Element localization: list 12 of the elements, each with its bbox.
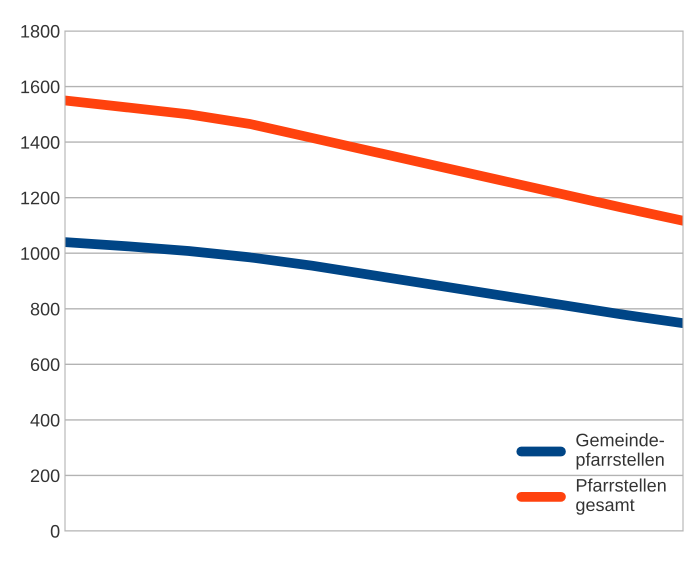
y-tick-label: 800 xyxy=(30,302,60,316)
y-tick-label: 1200 xyxy=(21,192,60,204)
y-tick-label: 1400 xyxy=(21,136,60,149)
y-tick-label: 1000 xyxy=(21,247,60,260)
y-tick-label: 0 xyxy=(50,524,60,538)
legend-label: Gemeinde- pfarrstellen xyxy=(576,433,664,470)
y-tick-label: 1600 xyxy=(21,80,60,94)
y-tick-label: 200 xyxy=(30,469,60,482)
y-tick-label: 1800 xyxy=(21,24,60,38)
y-tick-label: 600 xyxy=(30,358,60,372)
y-tick-label: 400 xyxy=(30,414,60,427)
legend-label: Pfarrstellen gesamt xyxy=(576,478,666,515)
